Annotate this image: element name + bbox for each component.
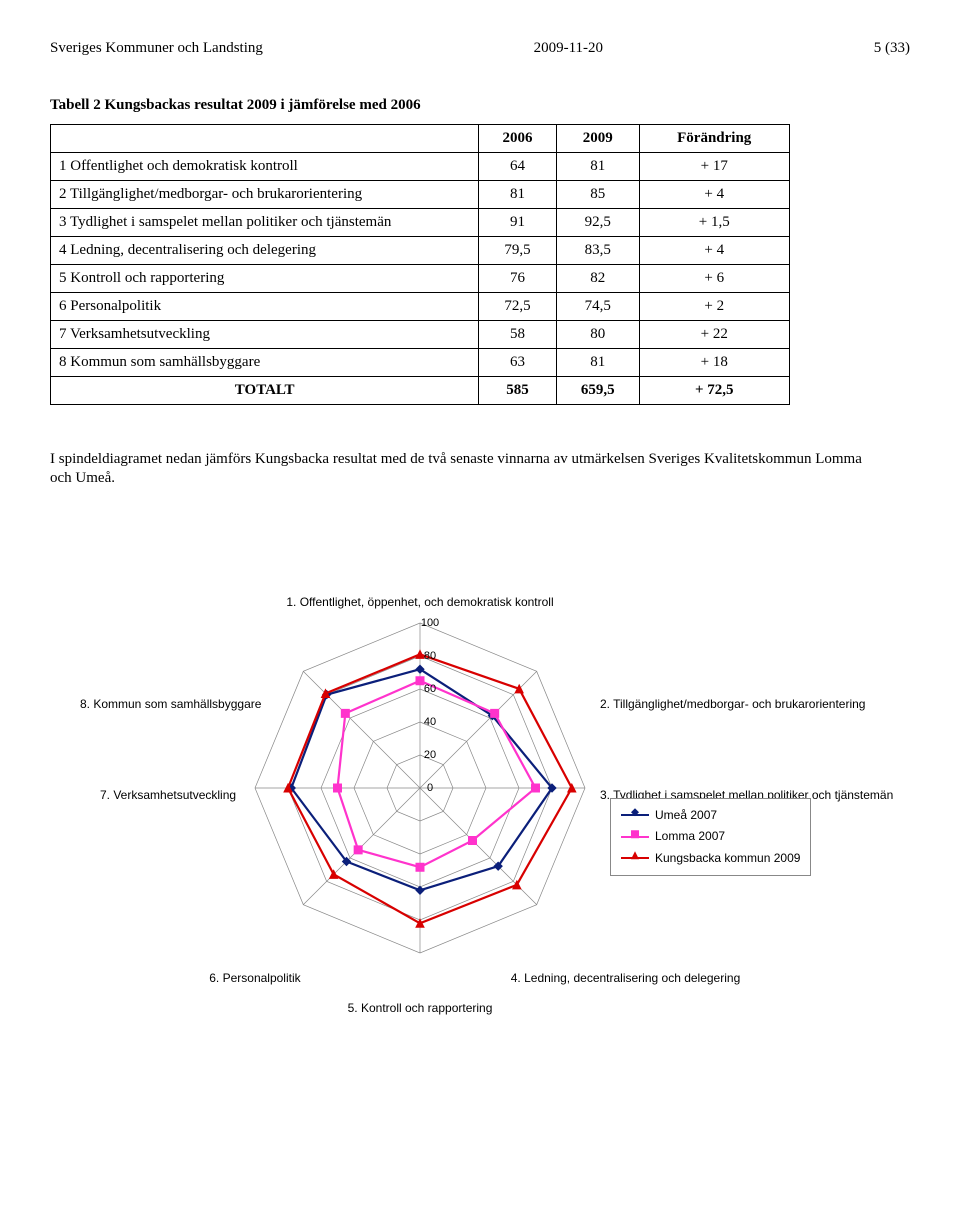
radar-svg xyxy=(50,538,910,1018)
table-row: 4 Ledning, decentralisering och delegeri… xyxy=(51,237,790,265)
chart-intro-paragraph: I spindeldiagramet nedan jämförs Kungsba… xyxy=(50,450,870,488)
axis-label: 7. Verksamhetsutveckling xyxy=(100,788,236,802)
row-2009: 85 xyxy=(556,181,639,209)
table-row: 1 Offentlighet och demokratisk kontroll6… xyxy=(51,153,790,181)
results-table: 2006 2009 Förändring 1 Offentlighet och … xyxy=(50,124,790,405)
row-change: + 18 xyxy=(639,349,789,377)
radial-tick-label: 60 xyxy=(424,683,436,695)
axis-label: 4. Ledning, decentralisering och deleger… xyxy=(511,971,741,985)
row-change: + 17 xyxy=(639,153,789,181)
row-2009: 74,5 xyxy=(556,293,639,321)
page-header: Sveriges Kommuner och Landsting 2009-11-… xyxy=(50,40,910,57)
row-change: + 6 xyxy=(639,265,789,293)
table-row: 6 Personalpolitik72,574,5+ 2 xyxy=(51,293,790,321)
row-2006: 91 xyxy=(479,209,556,237)
col-change: Förändring xyxy=(639,125,789,153)
row-label: 2 Tillgänglighet/medborgar- och brukaror… xyxy=(51,181,479,209)
total-2009: 659,5 xyxy=(556,377,639,405)
radial-tick-label: 80 xyxy=(424,650,436,662)
axis-label: 5. Kontroll och rapportering xyxy=(348,1001,493,1015)
row-2006: 79,5 xyxy=(479,237,556,265)
legend-label: Umeå 2007 xyxy=(655,805,717,827)
radar-chart: 0 20 40 60 80 100 1. Offentlighet, öppenhet, o… xyxy=(50,538,910,1018)
row-2009: 92,5 xyxy=(556,209,639,237)
table-row: 8 Kommun som samhällsbyggare6381+ 18 xyxy=(51,349,790,377)
row-change: + 4 xyxy=(639,237,789,265)
header-left: Sveriges Kommuner och Landsting xyxy=(50,40,263,57)
header-center: 2009-11-20 xyxy=(534,40,603,57)
row-label: 3 Tydlighet i samspelet mellan politiker… xyxy=(51,209,479,237)
row-2009: 81 xyxy=(556,349,639,377)
table-total-row: TOTALT585659,5+ 72,5 xyxy=(51,377,790,405)
axis-label: 2. Tillgänglighet/medborgar- och brukaro… xyxy=(600,697,865,711)
table-row: 5 Kontroll och rapportering7682+ 6 xyxy=(51,265,790,293)
axis-label: 6. Personalpolitik xyxy=(209,971,300,985)
row-label: 6 Personalpolitik xyxy=(51,293,479,321)
row-change: + 1,5 xyxy=(639,209,789,237)
axis-label: 8. Kommun som samhällsbyggare xyxy=(80,697,261,711)
chart-legend: Umeå 2007Lomma 2007Kungsbacka kommun 200… xyxy=(610,798,811,877)
legend-label: Lomma 2007 xyxy=(655,826,725,848)
row-label: 8 Kommun som samhällsbyggare xyxy=(51,349,479,377)
col-blank xyxy=(51,125,479,153)
row-label: 4 Ledning, decentralisering och delegeri… xyxy=(51,237,479,265)
row-change: + 2 xyxy=(639,293,789,321)
table-row: 7 Verksamhetsutveckling5880+ 22 xyxy=(51,321,790,349)
row-2009: 83,5 xyxy=(556,237,639,265)
radial-tick-label: 100 xyxy=(421,617,439,629)
row-label: 1 Offentlighet och demokratisk kontroll xyxy=(51,153,479,181)
table-row: 3 Tydlighet i samspelet mellan politiker… xyxy=(51,209,790,237)
row-2009: 82 xyxy=(556,265,639,293)
table-row: 2 Tillgänglighet/medborgar- och brukaror… xyxy=(51,181,790,209)
legend-item: Lomma 2007 xyxy=(621,826,800,848)
legend-label: Kungsbacka kommun 2009 xyxy=(655,848,800,870)
row-2009: 80 xyxy=(556,321,639,349)
row-label: 5 Kontroll och rapportering xyxy=(51,265,479,293)
legend-item: Kungsbacka kommun 2009 xyxy=(621,848,800,870)
radial-tick-label: 20 xyxy=(424,749,436,761)
radial-tick-label: 40 xyxy=(424,716,436,728)
legend-item: Umeå 2007 xyxy=(621,805,800,827)
table-title: Tabell 2 Kungsbackas resultat 2009 i jäm… xyxy=(50,97,910,114)
row-2006: 81 xyxy=(479,181,556,209)
row-change: + 22 xyxy=(639,321,789,349)
axis-label: 1. Offentlighet, öppenhet, och demokrati… xyxy=(286,595,553,609)
row-2009: 81 xyxy=(556,153,639,181)
total-2006: 585 xyxy=(479,377,556,405)
total-change: + 72,5 xyxy=(639,377,789,405)
row-2006: 63 xyxy=(479,349,556,377)
row-2006: 58 xyxy=(479,321,556,349)
row-2006: 64 xyxy=(479,153,556,181)
col-2009: 2009 xyxy=(556,125,639,153)
total-label: TOTALT xyxy=(51,377,479,405)
radial-tick-label: 0 xyxy=(427,782,433,794)
col-2006: 2006 xyxy=(479,125,556,153)
header-right: 5 (33) xyxy=(874,40,910,57)
row-2006: 76 xyxy=(479,265,556,293)
row-change: + 4 xyxy=(639,181,789,209)
row-label: 7 Verksamhetsutveckling xyxy=(51,321,479,349)
row-2006: 72,5 xyxy=(479,293,556,321)
